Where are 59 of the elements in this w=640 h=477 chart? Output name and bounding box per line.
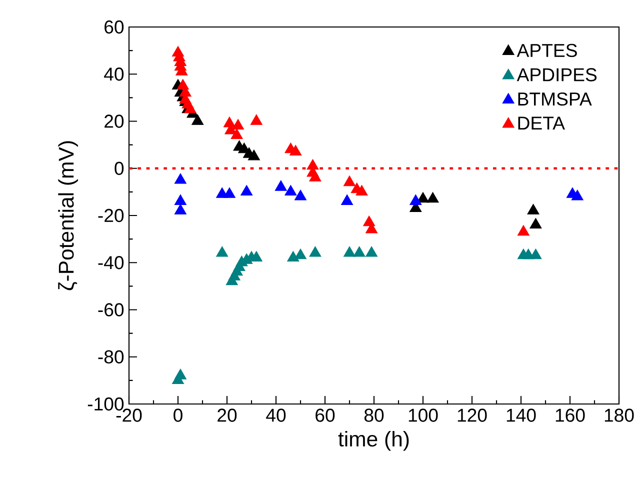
- point: [274, 180, 287, 191]
- legend-label: BTMSPA: [518, 92, 592, 106]
- y-tick-label: -60: [98, 303, 124, 316]
- point: [517, 225, 530, 236]
- y-tick-label: 40: [104, 68, 124, 81]
- y-tick-label: -80: [98, 350, 124, 364]
- point: [530, 218, 542, 229]
- x-tick-label: 180: [604, 408, 634, 422]
- point: [184, 102, 196, 114]
- point: [174, 173, 186, 184]
- y-tick-label: 60: [104, 20, 124, 34]
- x-tick-label: 80: [364, 408, 384, 422]
- legend-label: DETA: [518, 116, 565, 130]
- x-tick-label: 100: [408, 408, 438, 422]
- point: [426, 192, 439, 203]
- x-tick-label: -20: [116, 408, 142, 422]
- point: [284, 185, 297, 196]
- point: [290, 144, 302, 156]
- point: [366, 246, 378, 257]
- x-tick-label: 20: [218, 408, 237, 422]
- point: [248, 150, 260, 160]
- point: [530, 248, 542, 260]
- point: [353, 246, 366, 257]
- y-tick-label: -20: [98, 208, 124, 222]
- point: [410, 194, 422, 205]
- y-tick-label: 0: [114, 162, 124, 175]
- x-tick-label: 40: [266, 408, 286, 422]
- x-tick-label: 0: [174, 408, 182, 422]
- point: [527, 204, 540, 214]
- point: [230, 128, 243, 139]
- point: [192, 114, 204, 125]
- point: [309, 246, 322, 257]
- point: [571, 190, 584, 200]
- point: [309, 170, 322, 182]
- point: [250, 114, 262, 125]
- point: [356, 185, 368, 196]
- x-tick-label: 140: [506, 408, 536, 422]
- y-axis-title: ζ-Potential (mV): [58, 141, 78, 290]
- x-tick-label: 160: [556, 408, 585, 422]
- y-tick-label: 20: [104, 114, 124, 128]
- point: [174, 204, 186, 214]
- point: [174, 194, 186, 205]
- point: [240, 185, 253, 196]
- x-tick-label: 120: [458, 408, 487, 422]
- point: [343, 246, 356, 257]
- point: [294, 190, 307, 200]
- point: [343, 176, 356, 186]
- y-tick-label: -100: [88, 397, 124, 411]
- point: [232, 119, 244, 130]
- point: [341, 194, 354, 205]
- point: [223, 187, 236, 198]
- x-axis-title: time (h): [338, 430, 409, 451]
- point: [174, 368, 186, 380]
- y-tick-label: -40: [98, 256, 124, 270]
- x-tick-label: 60: [316, 408, 335, 422]
- point: [287, 250, 300, 262]
- legend-label: APTES: [516, 44, 577, 58]
- legend-label: APDIPES: [516, 68, 597, 82]
- point: [216, 246, 228, 257]
